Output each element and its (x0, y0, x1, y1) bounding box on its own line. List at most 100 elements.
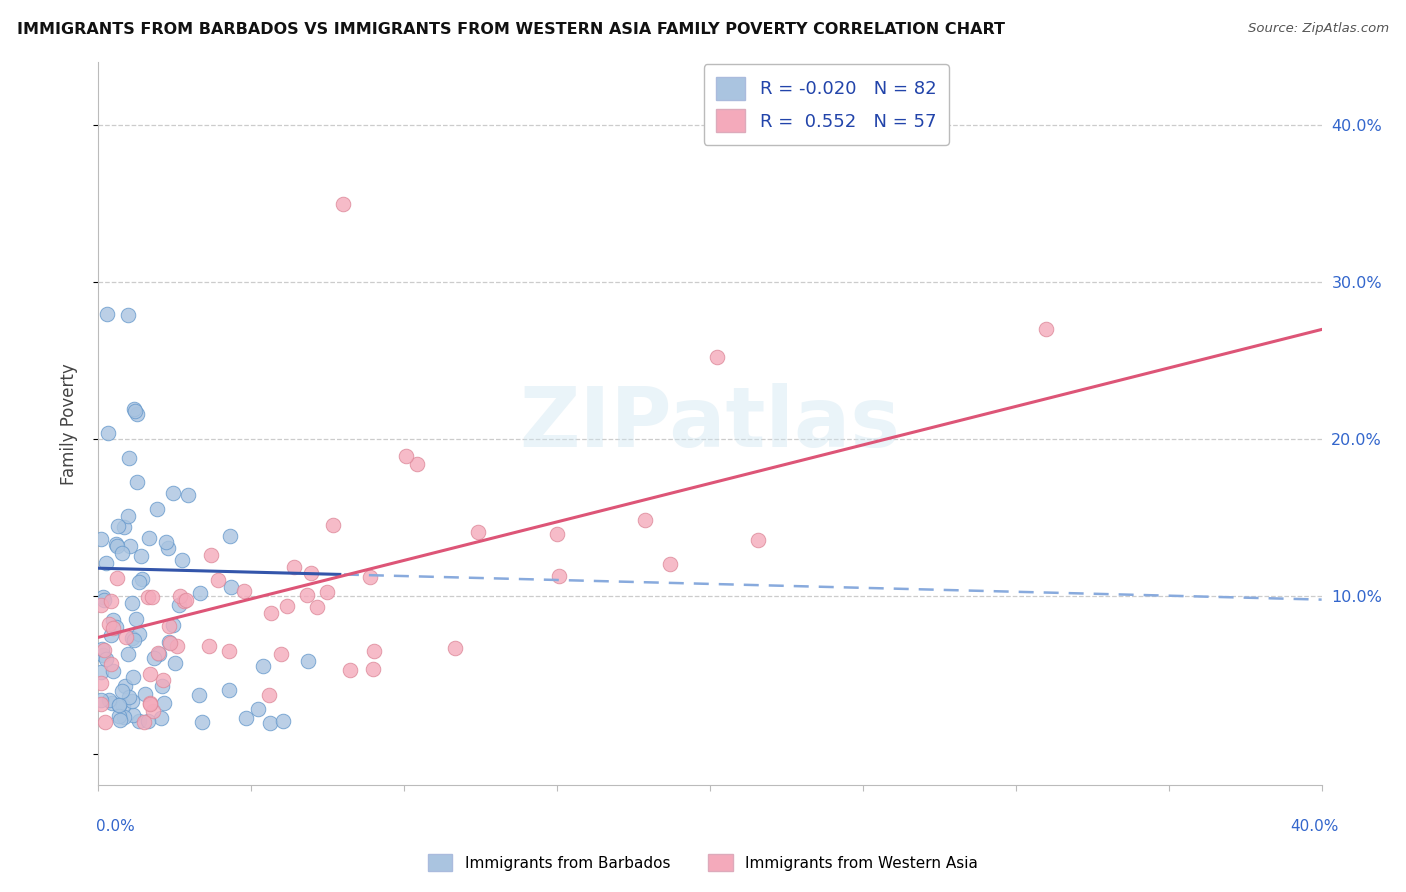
Point (658, 557, 681, 571)
Point (90, 665, 112, 679)
Point (235, 711, 257, 725)
Point (219, 580, 242, 594)
Point (91, 590, 114, 604)
Point (359, 570, 381, 584)
Point (125, 407, 148, 421)
Point (117, 450, 139, 465)
Point (114, 679, 136, 693)
Point (155, 534, 177, 549)
Point (96, 556, 118, 570)
Point (107, 572, 129, 586)
Point (187, 689, 209, 703)
Point (131, 572, 153, 586)
Point (121, 670, 143, 684)
Point (139, 696, 162, 710)
Point (134, 687, 156, 701)
Text: ZIPatlas: ZIPatlas (520, 384, 900, 464)
Point (200, 548, 222, 562)
Point (146, 501, 169, 516)
Legend: R = -0.020   N = 82, R =  0.552   N = 57: R = -0.020 N = 82, R = 0.552 N = 57 (703, 64, 949, 145)
Point (101, 613, 124, 627)
Point (108, 713, 131, 727)
Point (118, 690, 141, 704)
Y-axis label: Family Poverty: Family Poverty (59, 363, 77, 484)
Point (299, 566, 322, 580)
Point (100, 696, 122, 710)
Point (121, 694, 143, 708)
Point (159, 636, 181, 650)
Text: IMMIGRANTS FROM BARBADOS VS IMMIGRANTS FROM WESTERN ASIA FAMILY POVERTY CORRELAT: IMMIGRANTS FROM BARBADOS VS IMMIGRANTS F… (17, 22, 1005, 37)
Point (117, 508, 139, 523)
Point (122, 401, 145, 416)
Point (100, 657, 122, 671)
Point (233, 583, 256, 598)
Point (110, 683, 132, 698)
Legend: Immigrants from Barbados, Immigrants from Western Asia: Immigrants from Barbados, Immigrants fro… (422, 848, 984, 877)
Point (142, 651, 165, 665)
Point (157, 541, 180, 555)
Point (139, 697, 162, 711)
Point (97, 426, 120, 441)
Text: 0.0%: 0.0% (96, 819, 135, 834)
Point (188, 586, 211, 600)
Point (121, 631, 143, 645)
Point (547, 568, 569, 582)
Point (104, 536, 127, 550)
Point (174, 593, 197, 607)
Point (90, 599, 112, 613)
Point (122, 632, 145, 647)
Point (173, 594, 195, 608)
Point (467, 524, 489, 539)
Point (170, 552, 193, 566)
Point (169, 590, 191, 604)
Point (91, 642, 114, 657)
Point (111, 546, 134, 560)
Point (124, 612, 146, 626)
Point (219, 529, 242, 543)
Point (218, 683, 240, 698)
Point (93, 643, 115, 657)
Point (166, 639, 188, 653)
Point (128, 627, 150, 641)
Point (121, 596, 143, 610)
Point (129, 549, 152, 564)
Point (105, 620, 128, 634)
Point (276, 599, 298, 614)
Point (191, 714, 214, 729)
Point (139, 666, 162, 681)
Point (283, 560, 305, 574)
Point (108, 698, 131, 713)
Point (157, 634, 180, 648)
Point (406, 458, 429, 472)
Point (395, 449, 418, 463)
Point (96, 652, 118, 666)
Point (141, 590, 163, 604)
Point (100, 628, 122, 642)
Point (167, 598, 190, 612)
Point (90, 693, 112, 707)
Point (305, 600, 328, 615)
Point (444, 641, 467, 656)
Point (107, 518, 129, 533)
Point (706, 350, 728, 364)
Point (138, 531, 160, 545)
Point (150, 679, 173, 693)
Point (117, 308, 139, 322)
Point (128, 714, 150, 728)
Point (101, 665, 124, 679)
Point (125, 475, 148, 489)
Point (297, 589, 319, 603)
Point (153, 696, 176, 710)
Point (98, 693, 121, 707)
Point (361, 662, 384, 676)
Point (257, 689, 280, 703)
Point (247, 702, 270, 716)
Point (177, 487, 200, 501)
Point (747, 533, 769, 548)
Point (252, 658, 274, 673)
Point (132, 715, 155, 730)
Point (112, 520, 135, 534)
Point (218, 643, 240, 657)
Point (363, 644, 385, 658)
Point (90, 532, 112, 546)
